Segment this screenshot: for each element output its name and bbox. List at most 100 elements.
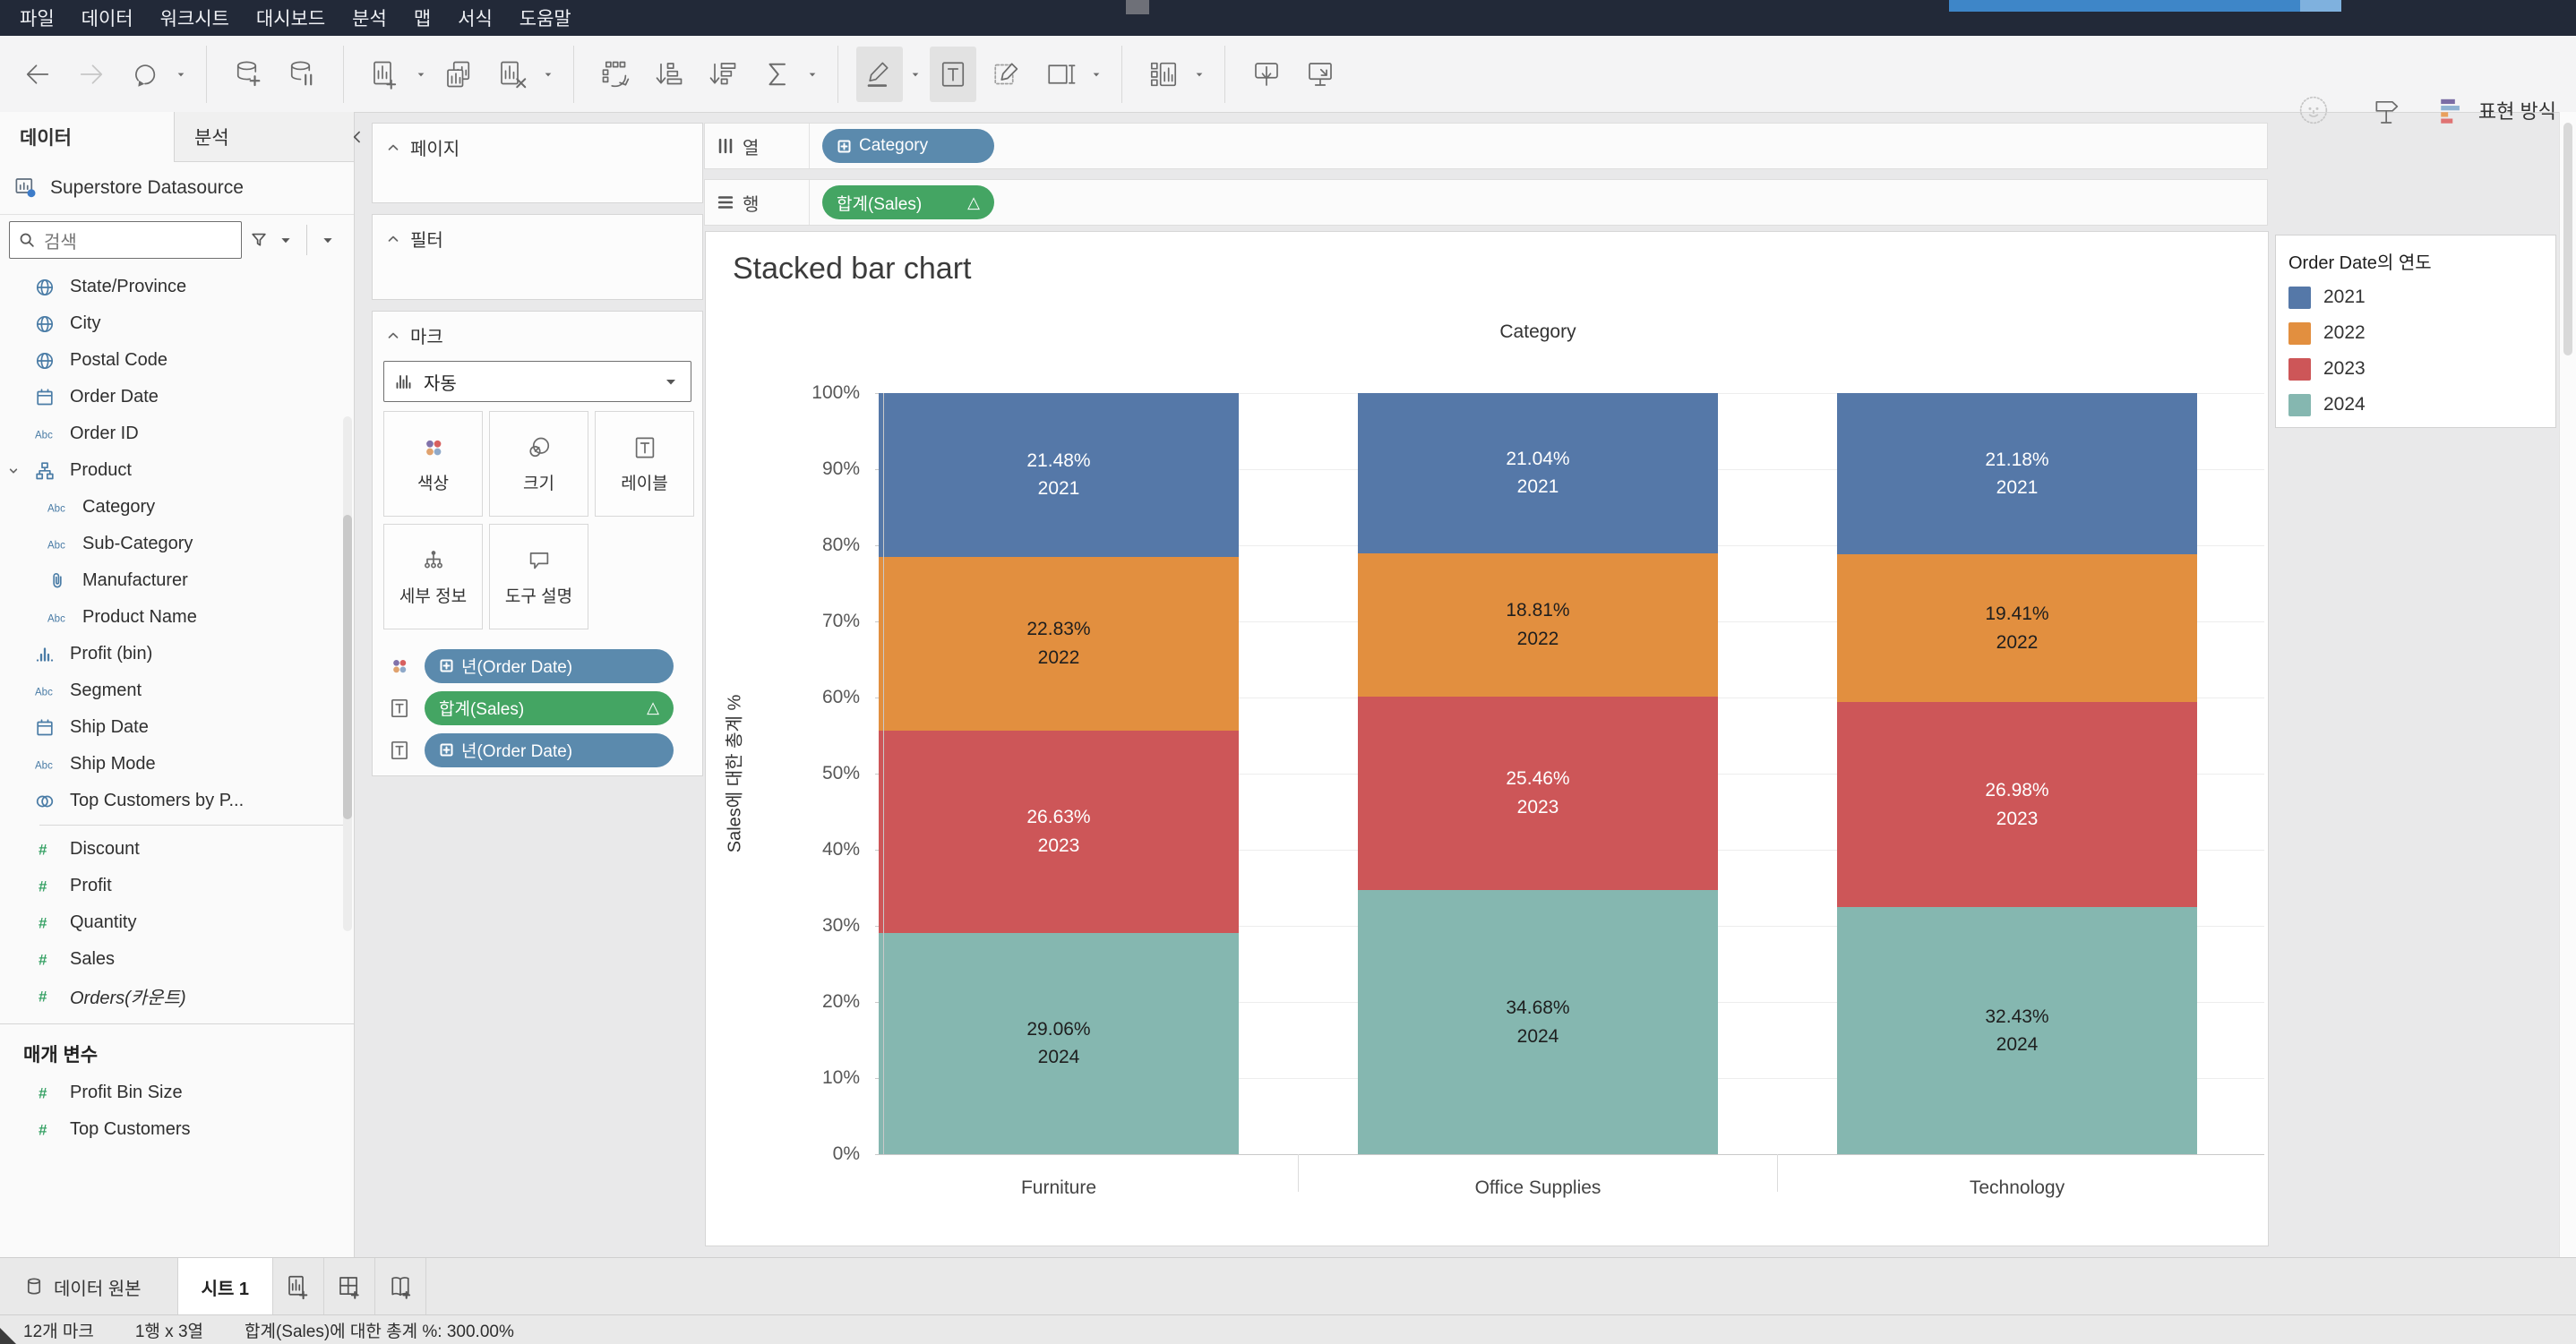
legend-entry[interactable]: 2024 [2276, 387, 2555, 423]
tooltip-button[interactable]: 도구 설명 [489, 524, 588, 629]
bar-segment[interactable]: 26.63%2023 [879, 731, 1239, 933]
field-item[interactable]: Postal Code [0, 342, 354, 379]
highlight-icon[interactable] [856, 47, 903, 102]
back-icon[interactable] [14, 47, 61, 102]
menu-item[interactable]: 서식 [458, 4, 493, 31]
field-item[interactable]: AbcProduct Name [0, 599, 354, 636]
redo-icon[interactable] [122, 47, 168, 102]
bar-segment[interactable]: 34.68%2024 [1358, 890, 1718, 1154]
field-item[interactable]: #Orders(카운트) [0, 978, 354, 1014]
scrollbar-thumb[interactable] [2563, 123, 2572, 355]
new-dashboard-icon[interactable] [324, 1258, 375, 1315]
bar-segment[interactable]: 26.98%2023 [1837, 702, 2197, 907]
chevron-down-icon[interactable] [908, 67, 923, 81]
chevron-down-icon[interactable] [1089, 67, 1103, 81]
field-pill[interactable]: Category [822, 129, 994, 163]
chevron-down-icon[interactable] [276, 230, 296, 250]
field-item[interactable]: AbcShip Mode [0, 746, 354, 783]
field-item[interactable]: Manufacturer [0, 562, 354, 599]
pause-updates-icon[interactable] [279, 47, 325, 102]
legend-entry[interactable]: 2023 [2276, 351, 2555, 387]
sort-ascending-icon[interactable] [646, 47, 692, 102]
clear-sheet-icon[interactable] [489, 47, 536, 102]
detail-button[interactable]: 세부 정보 [383, 524, 483, 629]
duplicate-sheet-icon[interactable] [435, 47, 482, 102]
show-me-button[interactable]: 표현 방식 [2437, 95, 2556, 125]
bar-segment[interactable]: 32.43%2024 [1837, 907, 2197, 1154]
new-datasource-icon[interactable] [225, 47, 271, 102]
sort-descending-icon[interactable] [700, 47, 746, 102]
forward-icon[interactable] [68, 47, 115, 102]
scrollbar-thumb[interactable] [343, 515, 352, 819]
field-pill[interactable]: 합계(Sales)△ [425, 691, 674, 725]
field-item[interactable]: Product [0, 452, 354, 489]
fit-icon[interactable] [1037, 47, 1084, 102]
rows-shelf[interactable]: 행 합계(Sales)△ [704, 179, 2268, 226]
chevron-up-icon[interactable] [385, 328, 401, 344]
menu-item[interactable]: 데이터 [82, 4, 133, 31]
field-item[interactable]: #Quantity [0, 904, 354, 941]
field-item[interactable]: #Profit [0, 868, 354, 904]
show-cards-icon[interactable] [1140, 47, 1187, 102]
swap-axes-icon[interactable] [592, 47, 639, 102]
menu-item[interactable]: 대시보드 [256, 4, 325, 31]
mark-type-dropdown[interactable]: 자동 [383, 361, 691, 402]
x-category-label[interactable]: Office Supplies [1475, 1177, 1601, 1199]
bar-segment[interactable]: 25.46%2023 [1358, 697, 1718, 890]
size-button[interactable]: 크기 [489, 411, 588, 517]
parameter-item[interactable]: #Top Customers [0, 1111, 354, 1148]
column-field-header[interactable]: Category [1499, 321, 1576, 343]
menu-item[interactable]: 분석 [352, 4, 387, 31]
show-mark-labels-icon[interactable] [930, 47, 976, 102]
datasource-tab[interactable]: 데이터 원본 [0, 1258, 177, 1315]
sheet-title[interactable]: Stacked bar chart [733, 252, 971, 287]
field-item[interactable]: Profit (bin) [0, 636, 354, 672]
field-item[interactable]: Ship Date [0, 709, 354, 746]
chevron-up-icon[interactable] [385, 140, 401, 156]
bar-segment[interactable]: 21.04%2021 [1358, 393, 1718, 553]
show-me-signpost-icon[interactable] [2364, 82, 2410, 138]
chevron-down-icon[interactable] [414, 67, 428, 81]
field-item[interactable]: AbcSegment [0, 672, 354, 709]
sidebar-scrollbar[interactable] [343, 416, 352, 931]
bar-segment[interactable]: 21.18%2021 [1837, 393, 2197, 554]
datasource-item[interactable]: Superstore Datasource [0, 162, 354, 215]
x-category-label[interactable]: Technology [1970, 1177, 2065, 1199]
field-item[interactable]: Top Customers by P... [0, 783, 354, 819]
new-worksheet-icon[interactable] [362, 47, 408, 102]
field-item[interactable]: #Sales [0, 941, 354, 978]
legend-entry[interactable]: 2022 [2276, 315, 2555, 351]
expand-caret-icon[interactable] [0, 464, 27, 478]
columns-shelf[interactable]: 열 Category [704, 123, 2268, 169]
field-pill[interactable]: 년(Order Date) [425, 733, 674, 767]
search-input[interactable]: 검색 [9, 221, 242, 259]
field-item[interactable]: State/Province [0, 269, 354, 305]
field-item[interactable]: Order Date [0, 379, 354, 415]
fix-axes-icon[interactable] [983, 47, 1030, 102]
menu-item[interactable]: 워크시트 [160, 4, 229, 31]
bar-segment[interactable]: 19.41%2022 [1837, 554, 2197, 702]
field-item[interactable]: #Discount [0, 831, 354, 868]
parameter-item[interactable]: #Profit Bin Size [0, 1074, 354, 1111]
sheet-tab-active[interactable]: 시트 1 [177, 1258, 273, 1315]
menu-item[interactable]: 파일 [20, 4, 55, 31]
tab-analytics[interactable]: 분석 [175, 112, 348, 161]
chevron-down-icon[interactable] [174, 67, 188, 81]
filter-funnel-icon[interactable] [249, 230, 269, 250]
y-axis-label[interactable]: Sales에 대한 총계 % [720, 695, 746, 852]
vertical-scrollbar[interactable] [2559, 112, 2576, 1257]
label-button[interactable]: 레이블 [595, 411, 694, 517]
field-item[interactable]: AbcOrder ID [0, 415, 354, 452]
field-pill[interactable]: 년(Order Date) [425, 649, 674, 683]
field-item[interactable]: AbcCategory [0, 489, 354, 526]
menu-item[interactable]: 도움말 [519, 4, 571, 31]
bar-segment[interactable]: 21.48%2021 [879, 393, 1239, 557]
bar-segment[interactable]: 18.81%2022 [1358, 553, 1718, 697]
presentation-mode-icon[interactable] [1297, 47, 1344, 102]
download-icon[interactable] [1243, 47, 1290, 102]
tab-data[interactable]: 데이터 [0, 112, 175, 162]
color-button[interactable]: 색상 [383, 411, 483, 517]
chevron-up-icon[interactable] [385, 231, 401, 247]
totals-icon[interactable] [753, 47, 800, 102]
x-category-label[interactable]: Furniture [1021, 1177, 1096, 1199]
